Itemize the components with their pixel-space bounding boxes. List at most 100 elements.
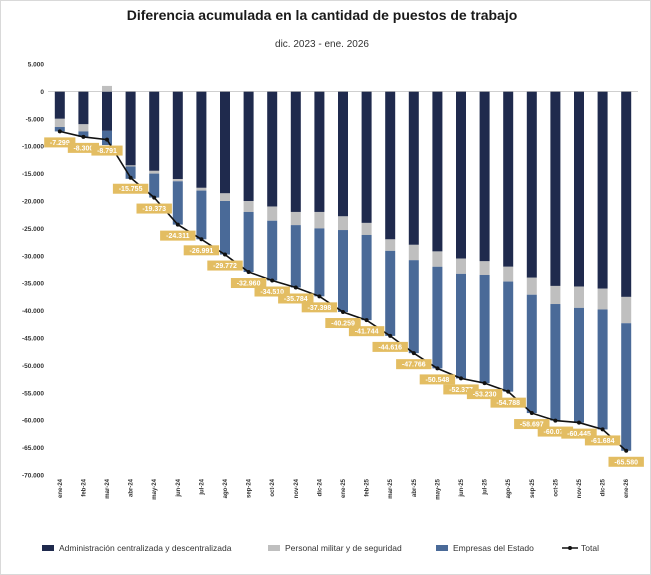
total-label-box	[490, 397, 526, 408]
total-label-box	[301, 302, 338, 313]
total-label-box	[91, 145, 123, 156]
bar-segment-1	[149, 91, 160, 171]
y-tick-label: -25.000	[22, 226, 44, 233]
total-data-label: -24.311	[166, 233, 189, 240]
bar-segment-2	[125, 165, 136, 167]
x-tick-label: sep-25	[530, 478, 536, 498]
x-tick-label: may-25	[435, 478, 441, 499]
legend: Administración centralizada y descentral…	[42, 543, 599, 553]
x-tick-label: mar-24	[105, 478, 111, 498]
y-tick-label: -40.000	[22, 308, 44, 315]
total-label-box	[372, 341, 408, 352]
legend-item-label: Personal militar y de seguridad	[285, 543, 402, 553]
y-tick-label: -55.000	[22, 390, 44, 397]
bar-segment-3	[456, 273, 466, 379]
total-data-label: -52.377	[449, 387, 473, 394]
total-point	[482, 381, 487, 386]
total-data-label: -40.259	[331, 321, 355, 328]
total-data-label: -44.616	[378, 344, 402, 351]
total-label-box	[207, 260, 243, 271]
x-tick-label: abr-25	[412, 478, 418, 497]
bar-segment-1	[290, 91, 301, 212]
bar-segment-3	[597, 309, 608, 430]
bar-segment-3	[78, 131, 89, 137]
bar-segment-2	[290, 211, 301, 226]
total-label-box	[160, 230, 196, 241]
x-tick-label: oct-25	[553, 478, 559, 496]
bar-segment-2	[503, 266, 514, 282]
bar-segment-1	[78, 91, 89, 125]
total-label-box	[183, 245, 220, 256]
total-label-box	[396, 359, 432, 370]
bar-segment-2	[479, 261, 490, 275]
bar-segment-3	[172, 181, 183, 225]
bar-segment-2	[102, 85, 112, 92]
total-point	[411, 351, 416, 356]
bar-segment-1	[503, 91, 514, 267]
total-point	[317, 294, 322, 299]
bar-segment-2	[597, 288, 608, 310]
total-point	[624, 448, 629, 453]
total-label-box	[514, 419, 550, 430]
total-label-box	[348, 326, 385, 337]
total-data-label: -8.791	[97, 148, 117, 155]
bar-segment-2	[385, 239, 396, 251]
y-tick-label: -65.000	[22, 445, 44, 452]
y-tick-label: -5.000	[26, 116, 45, 123]
bar-segment-1	[479, 91, 490, 262]
total-point	[459, 376, 463, 381]
bar-segment-2	[456, 258, 466, 274]
total-label-box	[466, 389, 503, 400]
bar-segment-2	[408, 244, 419, 261]
bar-segment-2	[361, 222, 372, 235]
bar-segment-1	[220, 91, 230, 194]
y-axis: 5.000 0 -5.000 -10.000 -15.000 -20.000 -25.000…	[22, 62, 44, 480]
total-point	[246, 270, 251, 275]
bar-segment-2	[526, 277, 537, 295]
legend-item-label: Administración centralizada y descentral…	[59, 543, 232, 553]
bar-segment-2	[54, 118, 65, 128]
x-tick-label: jul-24	[199, 478, 205, 495]
total-point	[553, 418, 558, 423]
bar-segment-3	[54, 127, 65, 132]
total-label-box	[325, 318, 361, 329]
x-tick-label: jun-25	[459, 478, 465, 497]
bar-segment-3	[621, 323, 632, 451]
x-tick-label: nov-24	[294, 478, 300, 498]
total-point	[364, 318, 369, 323]
x-tick-label: may-24	[152, 478, 158, 499]
bar-segment-1	[526, 91, 537, 278]
legend-swatch	[42, 545, 54, 551]
total-point	[175, 222, 180, 227]
y-tick-label: -70.000	[22, 473, 44, 480]
total-label-box	[584, 435, 621, 446]
total-point	[270, 278, 275, 283]
x-tick-label: ene-26	[624, 478, 630, 498]
bar-segment-1	[408, 91, 419, 245]
y-tick-label: -35.000	[22, 281, 44, 288]
total-data-label: -50.548	[426, 377, 450, 384]
x-tick-label: sep-24	[247, 478, 253, 498]
total-point	[388, 333, 393, 338]
total-label-box	[561, 428, 597, 439]
bar-segment-3	[314, 228, 325, 297]
chart-subtitle: dic. 2023 - ene. 2026	[275, 39, 369, 50]
bar-segment-2	[243, 201, 254, 212]
total-data-label: -47.766	[402, 362, 426, 369]
bar-segment-1	[172, 91, 183, 180]
bar-segment-1	[338, 91, 348, 217]
x-tick-label: jul-25	[483, 478, 489, 495]
total-point	[152, 195, 157, 200]
bar-segment-2	[432, 251, 443, 267]
total-line	[57, 129, 629, 453]
total-data-label: -65.580	[614, 459, 638, 466]
total-point	[506, 389, 511, 394]
bar-segment-3	[432, 266, 443, 369]
total-labels: -7.299-8.300 -8.791 -15.755 -19.373 -24.311 -…	[44, 137, 644, 467]
total-point	[293, 285, 298, 290]
x-tick-label: feb-25	[365, 478, 371, 496]
x-tick-label: dic-24	[317, 478, 323, 496]
total-label-box	[443, 384, 479, 395]
total-data-label: -58.697	[520, 422, 544, 429]
bar-segment-1	[456, 91, 466, 259]
